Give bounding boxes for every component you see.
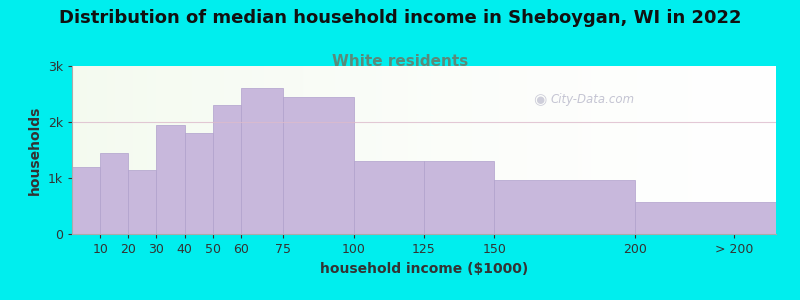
Bar <box>424 161 494 234</box>
Bar <box>185 133 213 234</box>
Y-axis label: households: households <box>28 105 42 195</box>
Bar <box>283 97 354 234</box>
Bar <box>354 161 424 234</box>
Bar <box>241 88 283 234</box>
Bar <box>157 125 185 234</box>
Bar <box>128 169 157 234</box>
Bar <box>494 180 635 234</box>
Text: ◉: ◉ <box>533 92 546 107</box>
Bar <box>100 153 128 234</box>
Text: Distribution of median household income in Sheboygan, WI in 2022: Distribution of median household income … <box>58 9 742 27</box>
Text: City-Data.com: City-Data.com <box>550 93 635 106</box>
X-axis label: household income ($1000): household income ($1000) <box>320 262 528 276</box>
Text: White residents: White residents <box>332 54 468 69</box>
Bar <box>635 202 776 234</box>
Bar <box>213 105 241 234</box>
Bar <box>72 167 100 234</box>
